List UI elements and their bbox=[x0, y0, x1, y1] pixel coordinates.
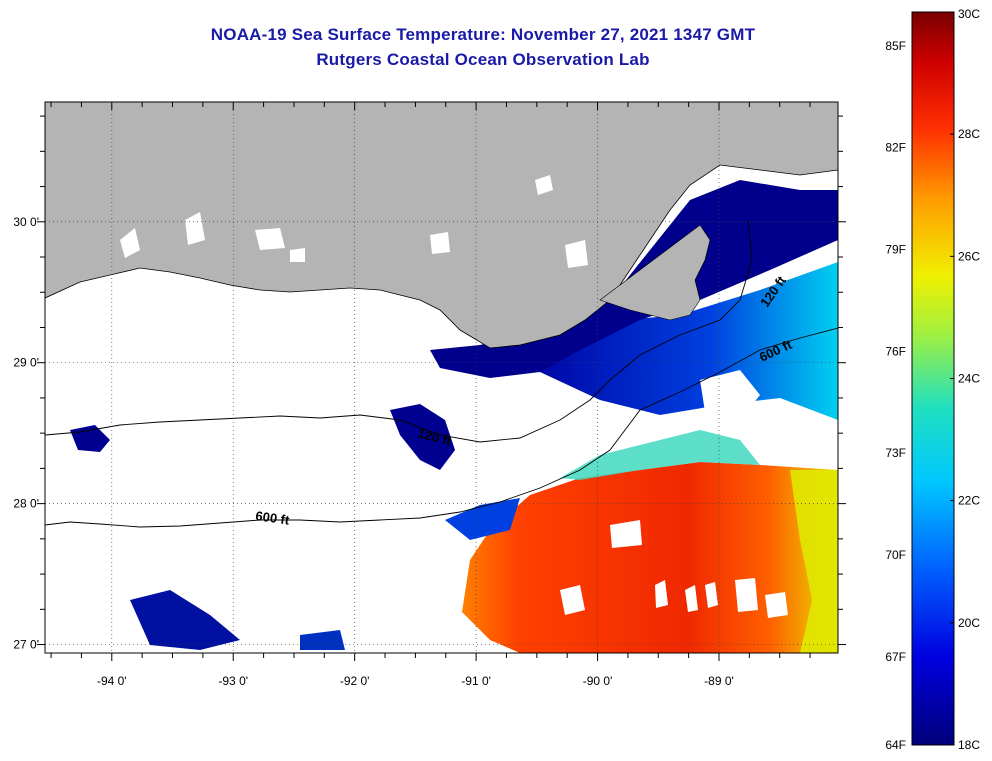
colorbar-celsius-label: 24C bbox=[958, 372, 980, 386]
lon-tick-label: -90 0' bbox=[583, 674, 613, 688]
colorbar-labels: 30C 28C 26C 24C 22C 20C 18C 85F 82F 79F 76F 73F 70F 6… bbox=[885, 7, 980, 752]
cloud-patch bbox=[430, 232, 450, 254]
colorbar-fahrenheit-label: 64F bbox=[885, 738, 906, 752]
axis-ticks bbox=[37, 102, 846, 661]
cloud-patch bbox=[735, 578, 758, 612]
colorbar-celsius-label: 26C bbox=[958, 249, 980, 263]
colorbar-fahrenheit-label: 76F bbox=[885, 344, 906, 358]
cloud-patch bbox=[655, 580, 668, 608]
land-coastline bbox=[45, 102, 838, 349]
colorbar-fahrenheit-label: 73F bbox=[885, 446, 906, 460]
cloud-patch bbox=[765, 592, 788, 618]
colorbar-celsius-label: 18C bbox=[958, 738, 980, 752]
sst-cold-patch-west bbox=[390, 404, 455, 470]
colorbar-fahrenheit-label: 67F bbox=[885, 650, 906, 664]
lon-tick-label: -93 0' bbox=[218, 674, 248, 688]
contour-120ft bbox=[45, 219, 753, 443]
colorbar-celsius-label: 30C bbox=[958, 7, 980, 21]
land-delta bbox=[599, 224, 711, 321]
colorbar-fahrenheit-label: 85F bbox=[885, 39, 906, 53]
cloud-patch bbox=[560, 585, 585, 615]
cloud-patch bbox=[610, 520, 642, 548]
cloud-patch bbox=[255, 228, 285, 250]
colorbar-fahrenheit-label: 70F bbox=[885, 548, 906, 562]
cloud-patch bbox=[185, 212, 205, 245]
sst-cool-band bbox=[520, 262, 838, 420]
colorbar-celsius-label: 22C bbox=[958, 494, 980, 508]
sst-cold-plume-offshore bbox=[445, 498, 520, 540]
axis-tick-labels: -94 0' -93 0' -92 0' -91 0' -90 0' -89 0' 30 0… bbox=[13, 215, 733, 688]
map-subtitle: Rutgers Coastal Ocean Observation Lab bbox=[316, 50, 650, 69]
cloud-patch bbox=[565, 240, 588, 268]
cloud-patch bbox=[535, 175, 553, 195]
contour-label-600ft: 600 ft bbox=[255, 508, 291, 528]
colorbar-celsius-label: 20C bbox=[958, 616, 980, 630]
sst-yellow-edge bbox=[790, 470, 838, 653]
lon-tick-label: -94 0' bbox=[97, 674, 127, 688]
cloud-patch bbox=[685, 585, 698, 612]
lon-tick-label: -91 0' bbox=[461, 674, 491, 688]
cloud-patch bbox=[700, 370, 760, 420]
grid-lines bbox=[45, 102, 838, 653]
sst-cold-patch-south bbox=[300, 630, 345, 650]
lat-tick-label: 30 0' bbox=[13, 215, 39, 229]
colorbar-fahrenheit-label: 82F bbox=[885, 141, 906, 155]
cloud-patch bbox=[705, 582, 718, 608]
sst-transition-band bbox=[560, 430, 760, 480]
contour-600ft bbox=[45, 327, 838, 528]
sst-cold-patch-southwest bbox=[130, 590, 240, 650]
map-border bbox=[44, 101, 839, 654]
map-title: NOAA-19 Sea Surface Temperature: Novembe… bbox=[210, 25, 756, 44]
cloud-patch bbox=[120, 228, 140, 258]
colorbar bbox=[911, 11, 955, 746]
lon-tick-label: -92 0' bbox=[340, 674, 370, 688]
lat-tick-label: 27 0' bbox=[13, 638, 39, 652]
colorbar-fahrenheit-label: 79F bbox=[885, 243, 906, 257]
cloud-patch bbox=[290, 248, 305, 262]
lat-tick-label: 28 0' bbox=[13, 497, 39, 511]
colorbar-celsius-label: 28C bbox=[958, 127, 980, 141]
lat-tick-label: 29 0' bbox=[13, 356, 39, 370]
lon-tick-label: -89 0' bbox=[704, 674, 734, 688]
